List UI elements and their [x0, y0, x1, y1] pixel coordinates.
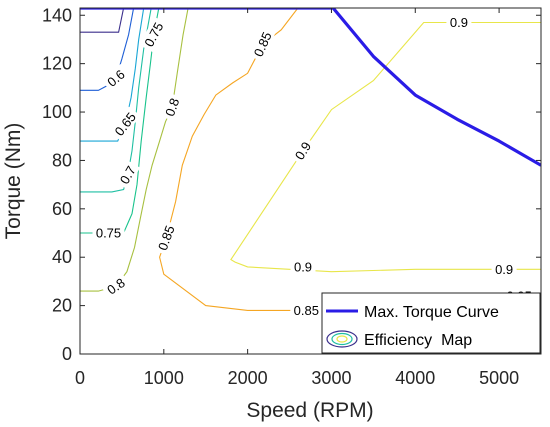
contour-label-0_9-2: 0.9: [491, 261, 517, 277]
y-tick-label: 120: [42, 54, 72, 74]
svg-text:0.9: 0.9: [495, 262, 513, 277]
contour-line-0_85: [159, 8, 541, 316]
contour-line-0_9: [230, 21, 541, 273]
contour-label-0_8-1: 0.8: [160, 92, 184, 122]
x-tick-label: 5000: [479, 368, 519, 388]
max-torque-curve: [80, 8, 541, 167]
svg-text:0.75: 0.75: [96, 226, 121, 241]
svg-text:0.9: 0.9: [450, 15, 468, 30]
x-axis-label: Speed (RPM): [246, 399, 373, 422]
x-tick-label: 2000: [228, 368, 268, 388]
y-tick-label: 100: [42, 102, 72, 122]
y-tick-label: 60: [52, 199, 72, 219]
x-tick-label: 0: [75, 368, 85, 388]
contour-label-0_75-0: 0.75: [92, 225, 125, 241]
contour-label-0_85-2: 0.85: [290, 302, 323, 318]
svg-text:0.85: 0.85: [294, 303, 319, 318]
y-tick-label: 80: [52, 150, 72, 170]
x-tick-label: 4000: [395, 368, 435, 388]
legend-box: [321, 292, 541, 354]
contour-label-0_9-1: 0.9: [290, 258, 316, 274]
y-tick-label: 140: [42, 5, 72, 25]
contour-line-0_55: [80, 8, 125, 33]
contour-label-0_9-3: 0.9: [446, 14, 472, 30]
y-tick-label: 40: [52, 247, 72, 267]
legend-efficiency-label: Efficiency Map: [364, 332, 472, 349]
y-tick-label: 0: [62, 344, 72, 364]
tick-layer: 0 1000 2000 3000 4000 5000 0 20 40 60 80 100 120 140: [42, 5, 541, 388]
plot-frame: [79, 7, 542, 355]
legend-efficiency-icon: [326, 330, 358, 348]
y-axis-label: Torque (Nm): [2, 123, 25, 240]
x-tick-label: 3000: [311, 368, 351, 388]
x-tick-label: 1000: [144, 368, 184, 388]
contour-line-0_7: [80, 8, 152, 193]
svg-text:0.8: 0.8: [162, 96, 182, 118]
svg-text:0.9: 0.9: [294, 259, 312, 274]
torque-curve-layer: [80, 8, 541, 167]
legend-torque-label: Max. Torque Curve: [364, 304, 499, 321]
legend: Max. Torque Curve Efficiency Map: [321, 292, 541, 354]
y-tick-label: 20: [52, 296, 72, 316]
contour-label-layer: 0.60.650.70.750.750.80.80.850.850.850.90…: [92, 14, 536, 318]
